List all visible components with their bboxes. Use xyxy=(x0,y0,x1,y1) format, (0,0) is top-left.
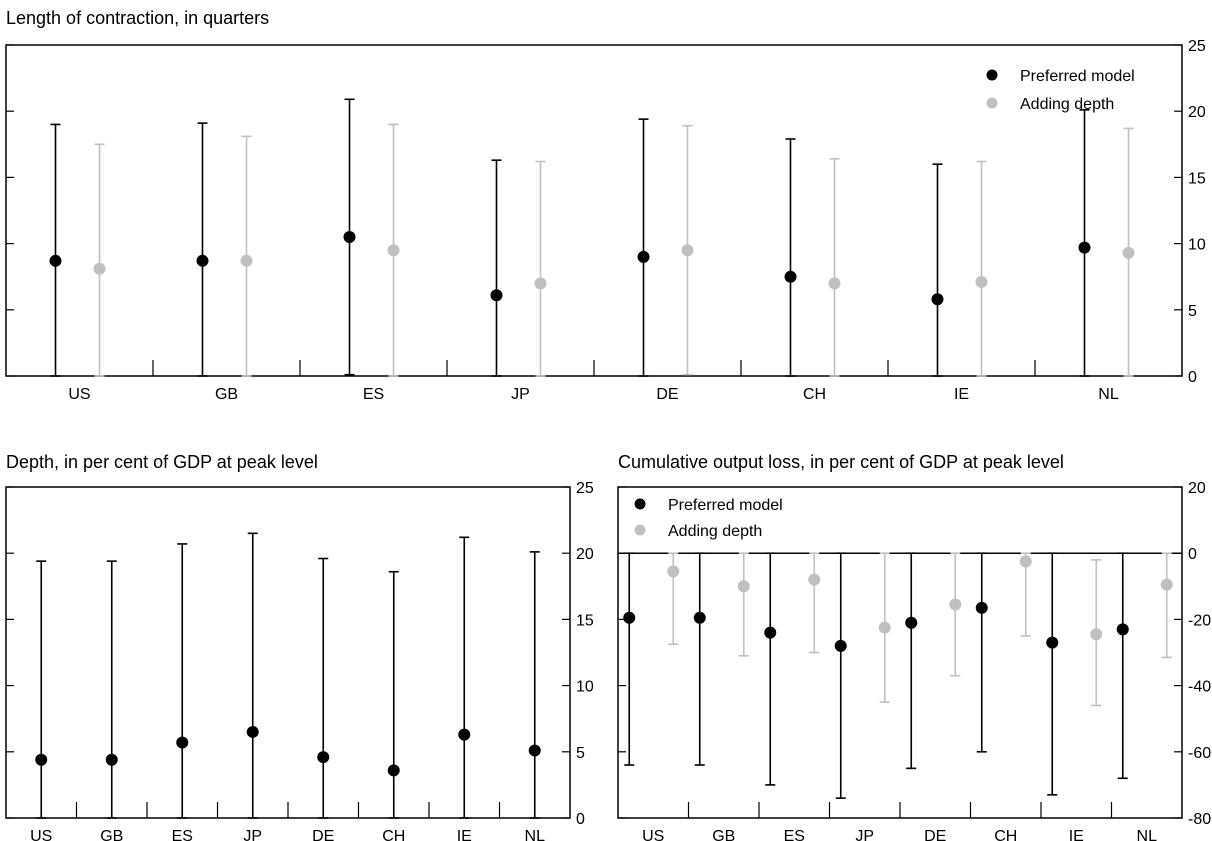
y-tick-label: 10 xyxy=(576,679,594,696)
data-point xyxy=(975,601,988,614)
x-category-label: IE xyxy=(954,386,969,403)
data-point xyxy=(834,639,847,652)
x-category-label: ES xyxy=(363,386,384,403)
y-tick-label: 25 xyxy=(1188,38,1206,55)
x-category-label: GB xyxy=(712,828,735,841)
data-point xyxy=(35,753,48,766)
data-point xyxy=(317,751,330,764)
y-tick-label: -20 xyxy=(1188,612,1211,629)
data-point xyxy=(949,598,962,611)
y-tick-label: 15 xyxy=(576,612,594,629)
y-tick-label: 5 xyxy=(576,745,585,762)
x-category-label: JP xyxy=(511,386,530,403)
legend-label: Preferred model xyxy=(1020,68,1135,85)
data-point xyxy=(1122,246,1135,259)
data-point xyxy=(667,565,680,578)
x-category-label: ES xyxy=(172,828,193,841)
x-category-label: CH xyxy=(382,828,405,841)
data-point xyxy=(931,293,944,306)
data-point xyxy=(1116,623,1129,636)
y-tick-label: 15 xyxy=(1188,170,1206,187)
data-point xyxy=(240,254,253,267)
y-tick-label: 20 xyxy=(576,546,594,563)
chart-title-length: Length of contraction, in quarters xyxy=(6,8,269,28)
plot-cumulative: -80 -60 -40 -20 0 20 US GB ES JP DE CH IE NL Preferred… xyxy=(617,480,1211,841)
y-tick-label: 20 xyxy=(1188,104,1206,121)
data-point xyxy=(49,254,62,267)
x-category-label: IE xyxy=(1069,828,1084,841)
data-point xyxy=(828,277,841,290)
data-point xyxy=(878,621,891,634)
legend-marker xyxy=(634,498,646,510)
x-category-label: IE xyxy=(457,828,472,841)
data-point xyxy=(693,611,706,624)
data-point xyxy=(534,277,547,290)
x-category-label: NL xyxy=(1137,828,1158,841)
data-point xyxy=(176,736,189,749)
plot-frame xyxy=(5,486,571,819)
legend-marker xyxy=(986,97,998,109)
data-point xyxy=(528,744,541,757)
data-point xyxy=(1046,636,1059,649)
plot-length: 0 5 10 15 20 25 US GB ES JP DE CH IE NL Preferred mode… xyxy=(5,38,1206,403)
legend-label: Adding depth xyxy=(1020,96,1114,113)
legend-label: Preferred model xyxy=(668,497,783,514)
x-category-label: CH xyxy=(803,386,826,403)
x-category-label: DE xyxy=(656,386,678,403)
data-point xyxy=(1019,555,1032,568)
data-point xyxy=(808,573,821,586)
chart-title-depth: Depth, in per cent of GDP at peak level xyxy=(6,452,318,472)
data-point xyxy=(246,725,259,738)
y-tick-label: -80 xyxy=(1188,811,1211,828)
data-point xyxy=(105,753,118,766)
data-point xyxy=(1090,628,1103,641)
x-category-label: CH xyxy=(994,828,1017,841)
y-tick-label: 20 xyxy=(1188,480,1206,497)
data-point xyxy=(975,275,988,288)
data-point xyxy=(343,230,356,243)
data-point xyxy=(637,250,650,263)
y-tick-label: -60 xyxy=(1188,745,1211,762)
y-tick-label: -40 xyxy=(1188,679,1211,696)
y-tick-label: 0 xyxy=(1188,369,1197,386)
data-point xyxy=(93,262,106,275)
legend-marker xyxy=(634,524,646,536)
x-category-label: US xyxy=(642,828,664,841)
data-point xyxy=(623,611,636,624)
x-category-label: NL xyxy=(525,828,546,841)
data-point xyxy=(196,254,209,267)
data-point xyxy=(737,580,750,593)
x-category-label: DE xyxy=(924,828,946,841)
x-category-label: ES xyxy=(784,828,805,841)
data-point xyxy=(905,616,918,629)
x-category-label: JP xyxy=(243,828,262,841)
chart-title-cumulative: Cumulative output loss, in per cent of G… xyxy=(618,452,1064,472)
x-category-label: US xyxy=(30,828,52,841)
x-category-label: US xyxy=(68,386,90,403)
data-point xyxy=(458,728,471,741)
y-tick-label: 0 xyxy=(1188,546,1197,563)
data-point xyxy=(490,289,503,302)
data-point xyxy=(387,764,400,777)
legend-marker xyxy=(986,69,998,81)
legend-label: Adding depth xyxy=(668,523,762,540)
x-category-label: GB xyxy=(100,828,123,841)
data-point xyxy=(1160,578,1173,591)
x-category-label: GB xyxy=(215,386,238,403)
x-category-label: JP xyxy=(855,828,874,841)
y-tick-label: 10 xyxy=(1188,237,1206,254)
data-point xyxy=(784,270,797,283)
x-category-label: DE xyxy=(312,828,334,841)
plot-frame xyxy=(5,44,1183,377)
x-category-label: NL xyxy=(1098,386,1119,403)
data-point xyxy=(1078,241,1091,254)
y-tick-label: 5 xyxy=(1188,303,1197,320)
y-tick-label: 0 xyxy=(576,811,585,828)
y-tick-label: 25 xyxy=(576,480,594,497)
plot-depth: 0 5 10 15 20 25 US GB ES JP DE CH IE NL xyxy=(5,480,594,841)
data-point xyxy=(764,626,777,639)
data-point xyxy=(387,244,400,257)
data-point xyxy=(681,244,694,257)
